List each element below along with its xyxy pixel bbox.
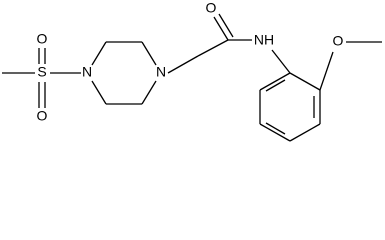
bond bbox=[265, 122, 286, 135]
atom-label: N bbox=[82, 64, 92, 80]
bond bbox=[91, 80, 107, 105]
bond bbox=[289, 123, 321, 142]
atom-labels: S O O N N O NH O bbox=[37, 0, 344, 124]
bond bbox=[213, 16, 229, 41]
molecule: S O O N N O NH O bbox=[2, 0, 382, 142]
atom-label: NH bbox=[254, 32, 274, 48]
atom-label: S bbox=[37, 64, 46, 80]
bond bbox=[218, 13, 234, 38]
atom-label: N bbox=[156, 64, 166, 80]
bond bbox=[197, 39, 229, 57]
atom-label: O bbox=[206, 0, 217, 16]
bond bbox=[141, 80, 157, 105]
bond bbox=[91, 41, 107, 66]
bond bbox=[259, 123, 291, 142]
bonds bbox=[2, 13, 382, 142]
atom-label: O bbox=[37, 108, 48, 124]
bond bbox=[265, 79, 286, 92]
bond bbox=[259, 72, 291, 91]
bond bbox=[319, 51, 334, 91]
bond bbox=[271, 49, 291, 74]
atom-label: O bbox=[333, 33, 344, 49]
bond bbox=[141, 41, 157, 66]
bond bbox=[167, 55, 199, 74]
bond bbox=[289, 72, 321, 91]
atom-label: O bbox=[37, 31, 48, 47]
